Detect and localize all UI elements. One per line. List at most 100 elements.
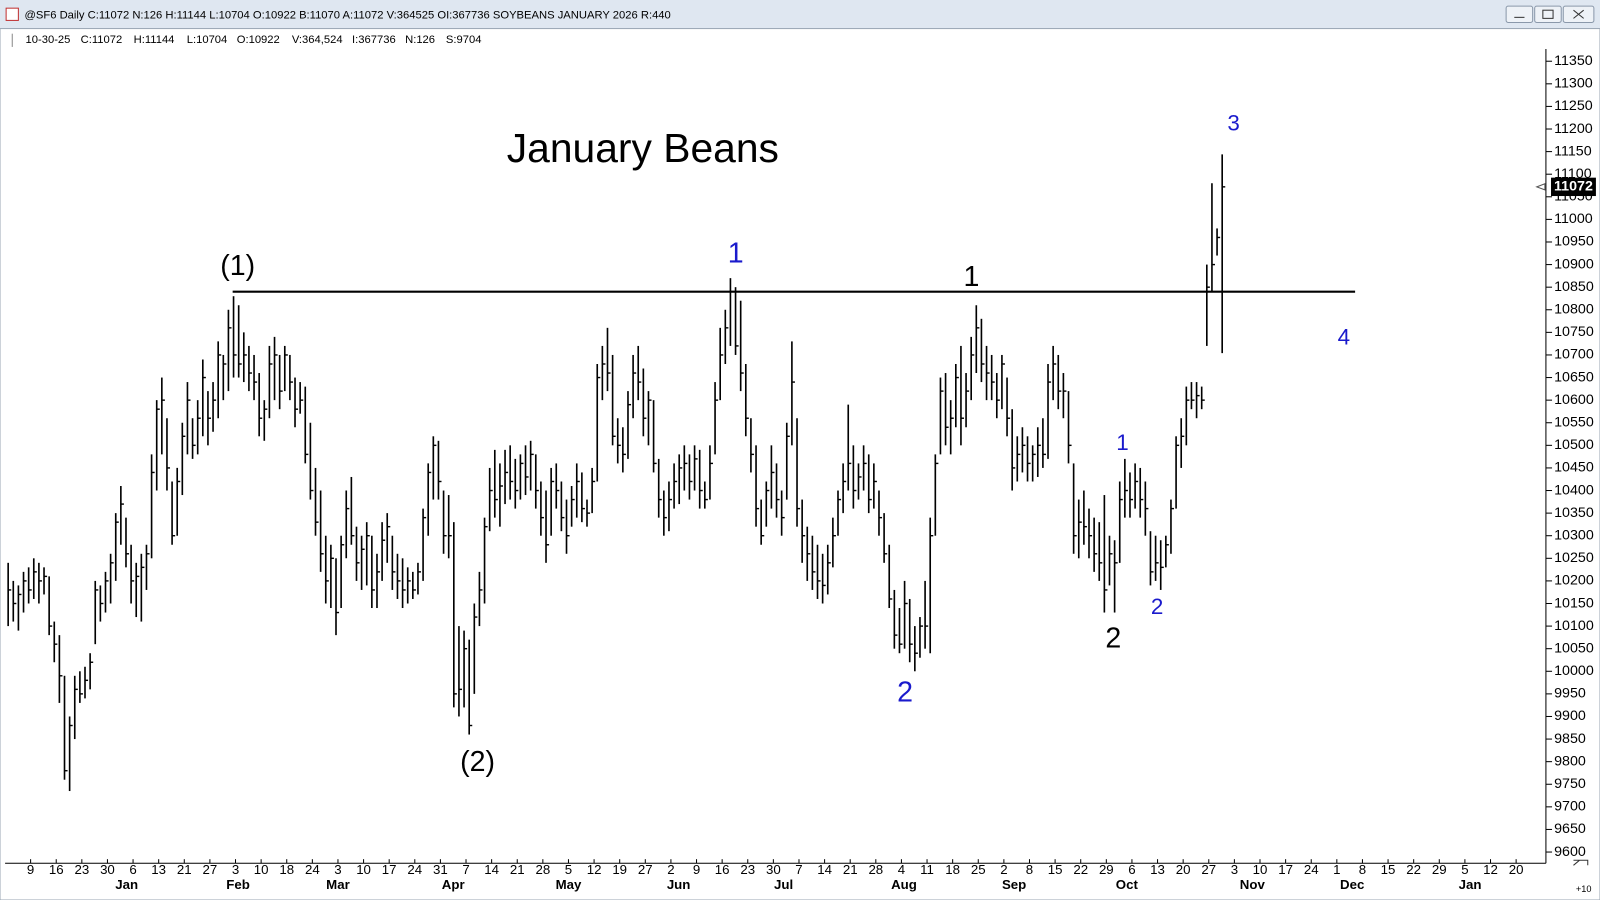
wave-label: 3 <box>1227 110 1239 135</box>
minimize-button[interactable] <box>1505 5 1534 23</box>
scroll-icon[interactable] <box>1573 859 1589 866</box>
x-tick-label: 21 <box>510 862 525 877</box>
restore-icon <box>1542 9 1554 19</box>
close-icon <box>1573 9 1584 19</box>
x-tick-label: 20 <box>1176 862 1191 877</box>
wave-label: 1 <box>728 238 744 270</box>
x-tick-label: 2 <box>667 862 674 877</box>
y-tick-label: 10850 <box>1554 279 1594 295</box>
last-price-box <box>1551 177 1596 197</box>
restore-button[interactable] <box>1534 5 1562 23</box>
x-tick-label: 8 <box>1026 862 1033 877</box>
toolbar-field: O:10922 <box>237 34 280 46</box>
last-price-pointer <box>1535 183 1546 191</box>
toolbar-field: V:364,524 <box>292 34 343 46</box>
x-tick-label: 22 <box>1406 862 1421 877</box>
y-tick-label: 10500 <box>1554 437 1594 453</box>
y-tick-label: 10250 <box>1554 550 1594 566</box>
month-label: Feb <box>226 877 250 892</box>
y-tick-label: 10200 <box>1554 573 1594 589</box>
month-label: Nov <box>1240 877 1266 892</box>
y-tick-label: 11300 <box>1554 76 1593 92</box>
toolbar-field: C:11072 <box>81 34 123 46</box>
wave-label: (1) <box>220 250 255 282</box>
month-label: May <box>556 877 582 892</box>
y-tick-label: 9850 <box>1554 731 1586 747</box>
month-label: Apr <box>442 877 465 892</box>
y-tick-label: 10800 <box>1554 302 1594 318</box>
y-tick-label: 10550 <box>1554 415 1594 431</box>
y-tick-label: 11250 <box>1554 98 1593 114</box>
x-tick-label: 23 <box>74 862 89 877</box>
y-tick-label: 10700 <box>1554 347 1594 363</box>
x-tick-label: 3 <box>1231 862 1238 877</box>
y-tick-label: 11200 <box>1554 121 1593 137</box>
x-tick-label: 31 <box>433 862 448 877</box>
x-tick-label: 6 <box>129 862 136 877</box>
x-tick-label: 10 <box>1253 862 1268 877</box>
x-tick-label: 17 <box>1278 862 1293 877</box>
x-tick-label: 23 <box>740 862 755 877</box>
y-tick-label: 10950 <box>1554 234 1594 250</box>
x-tick-label: 27 <box>203 862 218 877</box>
x-tick-label: 12 <box>1483 862 1498 877</box>
x-tick-label: 30 <box>766 862 781 877</box>
x-tick-label: 5 <box>1461 862 1468 877</box>
y-tick-label: 10900 <box>1554 256 1594 272</box>
x-tick-label: 25 <box>971 862 986 877</box>
x-tick-label: 9 <box>27 862 34 877</box>
y-tick-label: 9900 <box>1554 708 1586 724</box>
wave-label: 1 <box>963 261 979 293</box>
toolbar-field: N:126 <box>405 34 435 46</box>
y-tick-label: 10450 <box>1554 460 1594 476</box>
toolbar-field: 10-30-25 <box>26 34 71 46</box>
x-tick-label: 24 <box>407 862 422 877</box>
x-tick-label: 6 <box>1128 862 1135 877</box>
y-tick-label: 9950 <box>1554 686 1586 702</box>
x-tick-label: 1 <box>1333 862 1340 877</box>
x-tick-label: 24 <box>305 862 320 877</box>
wave-label: (2) <box>460 746 495 778</box>
x-tick-label: 15 <box>1381 862 1396 877</box>
y-tick-label: 10050 <box>1554 640 1594 656</box>
x-tick-label: 8 <box>1359 862 1366 877</box>
x-tick-label: 14 <box>817 862 832 877</box>
x-tick-label: 16 <box>49 862 64 877</box>
x-tick-label: 12 <box>587 862 602 877</box>
y-tick-label: 10400 <box>1554 482 1594 498</box>
x-tick-label: 5 <box>565 862 572 877</box>
y-tick-label: 9650 <box>1554 821 1586 837</box>
x-tick-label: 30 <box>100 862 115 877</box>
y-tick-label: 10650 <box>1554 369 1594 385</box>
month-label: Jul <box>774 877 793 892</box>
last-price-label: 11072 <box>1554 179 1593 195</box>
y-tick-label: 9600 <box>1554 844 1586 860</box>
month-label: Jan <box>1459 877 1482 892</box>
toolbar-field: H:11144 <box>134 34 175 46</box>
x-tick-label: 15 <box>1048 862 1063 877</box>
x-tick-label: 13 <box>1150 862 1165 877</box>
x-tick-label: 14 <box>484 862 499 877</box>
wave-label: 4 <box>1338 325 1350 350</box>
x-tick-label: 22 <box>1073 862 1088 877</box>
toolbar-field: I:367736 <box>352 34 396 46</box>
x-tick-label: 3 <box>232 862 239 877</box>
x-tick-label: 17 <box>382 862 397 877</box>
y-tick-label: 10100 <box>1554 618 1594 634</box>
chart-frame <box>0 28 1600 900</box>
month-label: Jun <box>667 877 691 892</box>
wave-label: 1 <box>1116 430 1128 455</box>
window-title: @SF6 Daily C:11072 N:126 H:11144 L:10704… <box>24 9 670 21</box>
corner-label: +10 <box>1576 884 1592 894</box>
x-tick-label: 7 <box>795 862 802 877</box>
wave-label: 2 <box>897 676 913 708</box>
chart-title: January Beans <box>507 125 779 171</box>
y-tick-label: 11000 <box>1554 211 1593 227</box>
month-label: Sep <box>1002 877 1026 892</box>
y-tick-label: 11150 <box>1554 143 1592 159</box>
y-tick-label: 10600 <box>1554 392 1594 408</box>
y-tick-label: 11350 <box>1554 53 1593 69</box>
y-tick-label: 10300 <box>1554 527 1594 543</box>
title-bar <box>0 0 1600 29</box>
